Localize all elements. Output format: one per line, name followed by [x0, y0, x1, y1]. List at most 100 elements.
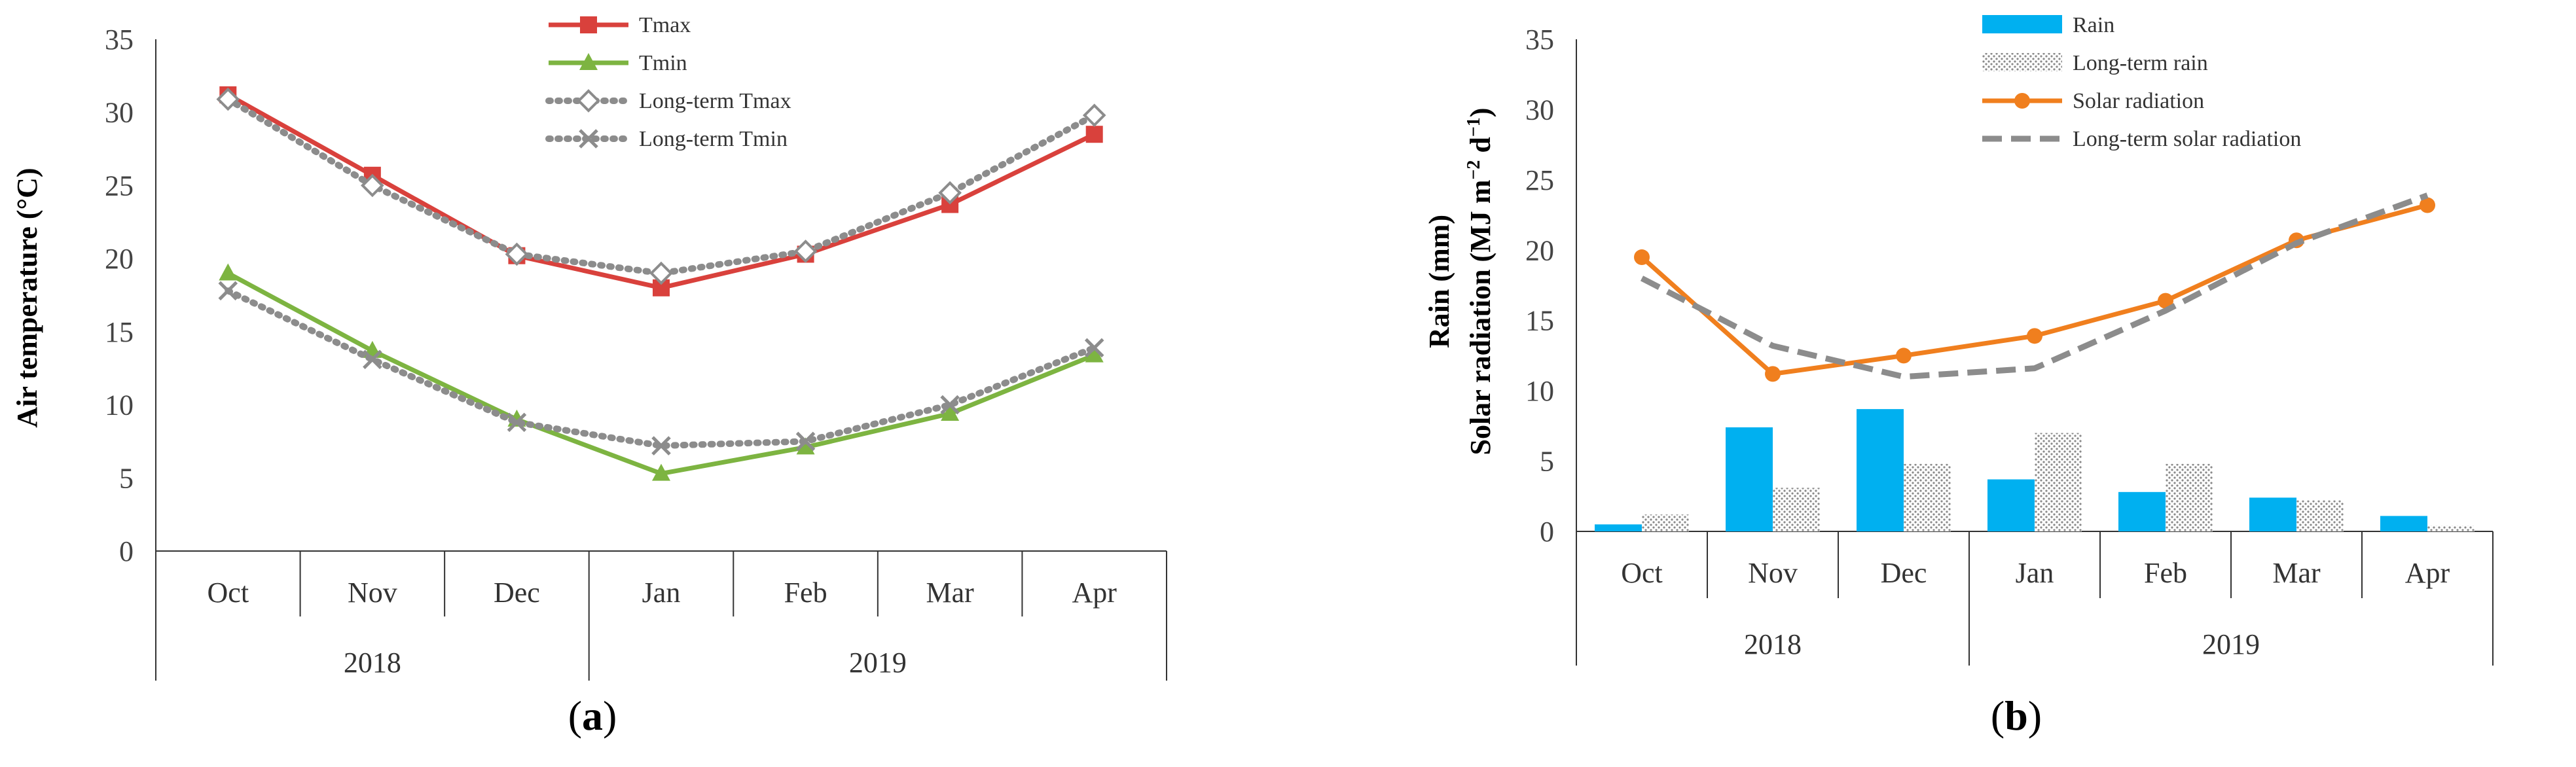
y-tick-label: 0	[119, 535, 134, 567]
series-line-long-term-tmin	[225, 287, 1098, 450]
data-point-solar-radiation	[2420, 197, 2435, 213]
bar-long-term-rain	[1642, 514, 1689, 531]
y-axis-ticks: 0 5 10 15 20 25 30 35	[1525, 24, 1554, 548]
bar-rain	[2380, 516, 2427, 531]
y-tick-label: 25	[1525, 164, 1554, 196]
data-point-tmin	[796, 437, 815, 455]
y-tick-label: 5	[1540, 446, 1554, 478]
data-point-long-term-tmin	[218, 281, 238, 301]
y-axis-title-sup2: −1	[1464, 117, 1484, 137]
y-tick-label: 20	[105, 243, 134, 275]
legend-label: Long-term Tmin	[639, 127, 788, 151]
bar-long-term-rain	[1773, 488, 1820, 531]
category-axis: Oct Nov Dec Jan Feb Mar Apr 2018 2019	[1576, 39, 2494, 666]
x-tick-label: Dec	[494, 577, 540, 609]
legend-marker-long-term-tmin	[579, 129, 598, 149]
year-label: 2018	[1744, 628, 1802, 660]
x-tick-label: Jan	[642, 577, 681, 609]
panel-label-a: (a)	[568, 692, 617, 739]
year-label: 2019	[2202, 628, 2260, 660]
legend: Rain Long-term rain Solar radiation Long-te…	[1982, 13, 2301, 151]
bar-area	[1595, 409, 2475, 531]
y-tick-label: 20	[1525, 234, 1554, 266]
bar-rain	[2249, 497, 2296, 531]
series-line-tmax	[227, 92, 1096, 291]
data-point-long-term-tmax	[649, 261, 673, 285]
data-point-long-term-tmin	[507, 412, 527, 433]
y-axis-title-main: Solar radiation (MJ m	[1464, 180, 1497, 455]
y-tick-label: 10	[105, 389, 134, 421]
data-point-solar-radiation	[2158, 293, 2173, 309]
y-tick-label: 15	[105, 316, 134, 348]
data-point-long-term-tmin	[363, 349, 382, 370]
x-tick-label: Nov	[348, 577, 397, 609]
data-point-long-term-tmax	[505, 242, 529, 266]
x-tick-label: Mar	[926, 577, 974, 609]
series-line-long-term-solar-radiation	[1640, 192, 2429, 380]
year-label: 2018	[344, 647, 401, 679]
y-tick-label: 10	[1525, 375, 1554, 407]
legend-marker-solar-radiation	[2014, 93, 2030, 109]
y-axis-title: Air temperature (°C)	[11, 168, 43, 427]
data-point-long-term-tmin	[1084, 338, 1104, 358]
x-tick-label: Jan	[2016, 557, 2054, 589]
bar-long-term-rain	[2166, 463, 2213, 531]
data-point-solar-radiation	[2027, 328, 2042, 344]
chart-panel-a: 0 5 10 15 20 25 30 35 Air temperature (°C) Oct N…	[11, 13, 1167, 739]
data-point-long-term-tmin	[651, 436, 671, 455]
bar-long-term-rain	[2296, 500, 2344, 531]
series-line-long-term-tmax	[225, 96, 1098, 277]
chart-panel-b: 0 5 10 15 20 25 30 35 Rain (mm) Solar radiation…	[1423, 13, 2494, 739]
data-point-tmax	[1085, 126, 1103, 143]
legend-marker-tmax	[580, 16, 597, 33]
x-tick-label: Feb	[2144, 557, 2187, 589]
data-point-tmin	[1085, 345, 1104, 363]
y-tick-label: 15	[1525, 305, 1554, 337]
plot-area	[216, 86, 1106, 481]
x-tick-label: Oct	[1621, 557, 1663, 589]
data-point-long-term-tmax	[1082, 103, 1106, 128]
legend-marker-long-term-tmax	[577, 89, 600, 113]
legend-label: Rain	[2073, 13, 2114, 37]
data-point-solar-radiation	[1634, 249, 1650, 266]
y-axis-title-line2: Solar radiation (MJ m−2 d−1)	[1464, 108, 1497, 455]
y-tick-label: 0	[1540, 516, 1554, 548]
data-point-solar-radiation	[1896, 348, 1912, 364]
data-point-long-term-tmax	[938, 181, 962, 205]
y-axis-ticks: 0 5 10 15 20 25 30 35	[105, 24, 134, 567]
y-axis-title-sup1: −2	[1464, 160, 1484, 180]
y-tick-label: 35	[1525, 24, 1554, 56]
legend-label: Long-term rain	[2073, 51, 2208, 75]
legend-label: Long-term Tmax	[639, 89, 791, 113]
x-tick-label: Mar	[2272, 557, 2321, 589]
bar-long-term-rain	[1904, 463, 1951, 531]
year-label: 2019	[849, 647, 907, 679]
data-point-long-term-tmax	[216, 87, 240, 111]
y-tick-label: 30	[105, 97, 134, 129]
y-tick-label: 30	[1525, 94, 1554, 126]
bar-rain	[1857, 409, 1904, 531]
y-tick-label: 35	[105, 24, 134, 56]
legend-swatch-long-term-rain	[1982, 53, 2062, 71]
data-point-solar-radiation	[1765, 366, 1781, 382]
series-line-solar-radiation	[1640, 203, 2428, 376]
legend-marker-tmin	[579, 53, 598, 70]
bar-rain	[1987, 479, 2035, 531]
x-tick-label: Apr	[1072, 577, 1117, 609]
data-point-long-term-tmin	[795, 431, 816, 452]
bar-rain	[2118, 491, 2166, 531]
y-tick-label: 25	[105, 169, 134, 202]
bar-rain	[1726, 427, 1773, 531]
legend-label: Tmax	[639, 13, 691, 37]
legend-swatch-rain	[1982, 15, 2062, 33]
data-point-long-term-tmax	[361, 173, 384, 198]
y-axis-title-line1: Rain (mm)	[1423, 215, 1455, 348]
data-point-tmin	[941, 403, 960, 421]
data-point-tmin	[219, 263, 238, 281]
x-tick-label: Oct	[208, 577, 249, 609]
x-tick-label: Dec	[1881, 557, 1927, 589]
legend-label: Solar radiation	[2073, 89, 2204, 113]
plot-area	[1634, 192, 2435, 382]
y-axis-title-end: )	[1464, 108, 1497, 118]
